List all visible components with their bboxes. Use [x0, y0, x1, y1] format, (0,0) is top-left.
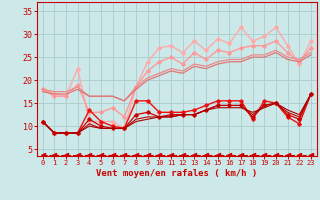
X-axis label: Vent moyen/en rafales ( km/h ): Vent moyen/en rafales ( km/h )	[96, 169, 257, 178]
